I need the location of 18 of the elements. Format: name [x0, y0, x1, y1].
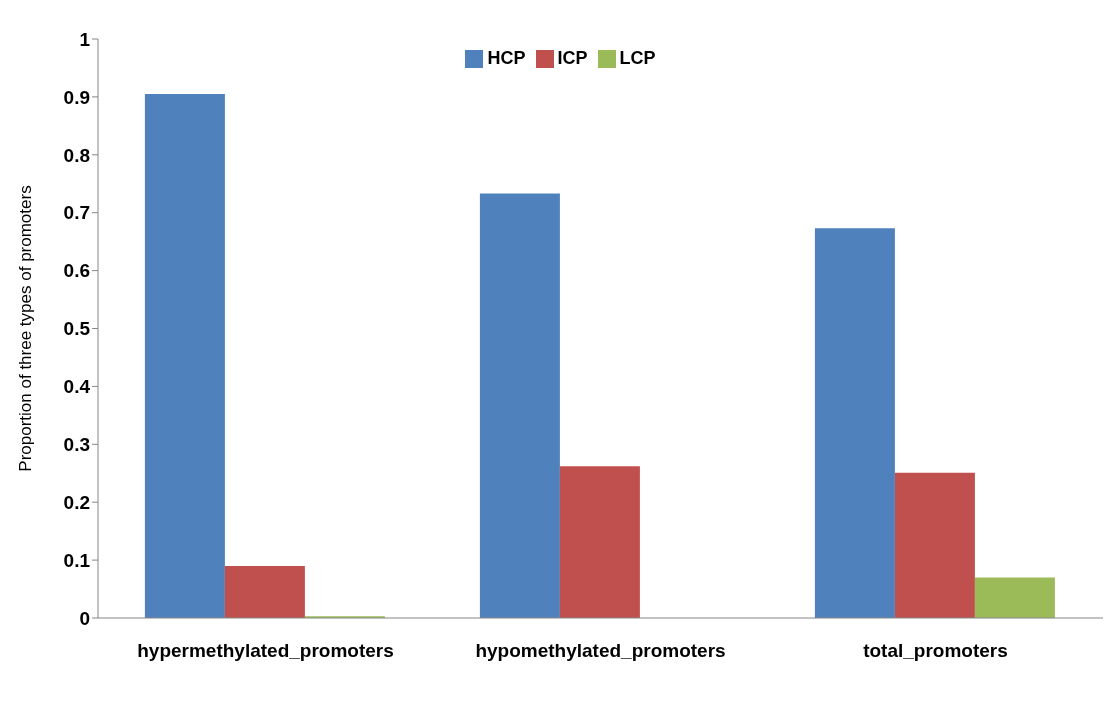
y-axis-title: Proportion of three types of promoters — [16, 185, 36, 472]
legend-label: LCP — [619, 48, 656, 68]
legend-label: HCP — [487, 48, 526, 68]
y-tick-label: 0.3 — [63, 434, 90, 456]
y-tick-label: 0.9 — [63, 86, 90, 108]
x-tick-label: hypomethylated_promoters — [475, 640, 726, 662]
y-tick-label: 0.5 — [63, 318, 91, 340]
y-tick-label: 0.4 — [63, 376, 91, 398]
y-tick-label: 0.1 — [63, 549, 91, 571]
y-tick-label: 0.7 — [63, 202, 90, 224]
legend-label: ICP — [557, 48, 588, 68]
y-tick-label: 0.6 — [63, 260, 90, 282]
y-tick-label: 0.2 — [63, 491, 90, 513]
y-tick-label: 0.8 — [63, 144, 90, 166]
y-tick-label: 0 — [79, 607, 90, 629]
x-tick-label: total_promoters — [863, 640, 1008, 662]
y-tick-label: 1 — [79, 28, 91, 50]
x-tick-label: hypermethylated_promoters — [137, 640, 394, 662]
